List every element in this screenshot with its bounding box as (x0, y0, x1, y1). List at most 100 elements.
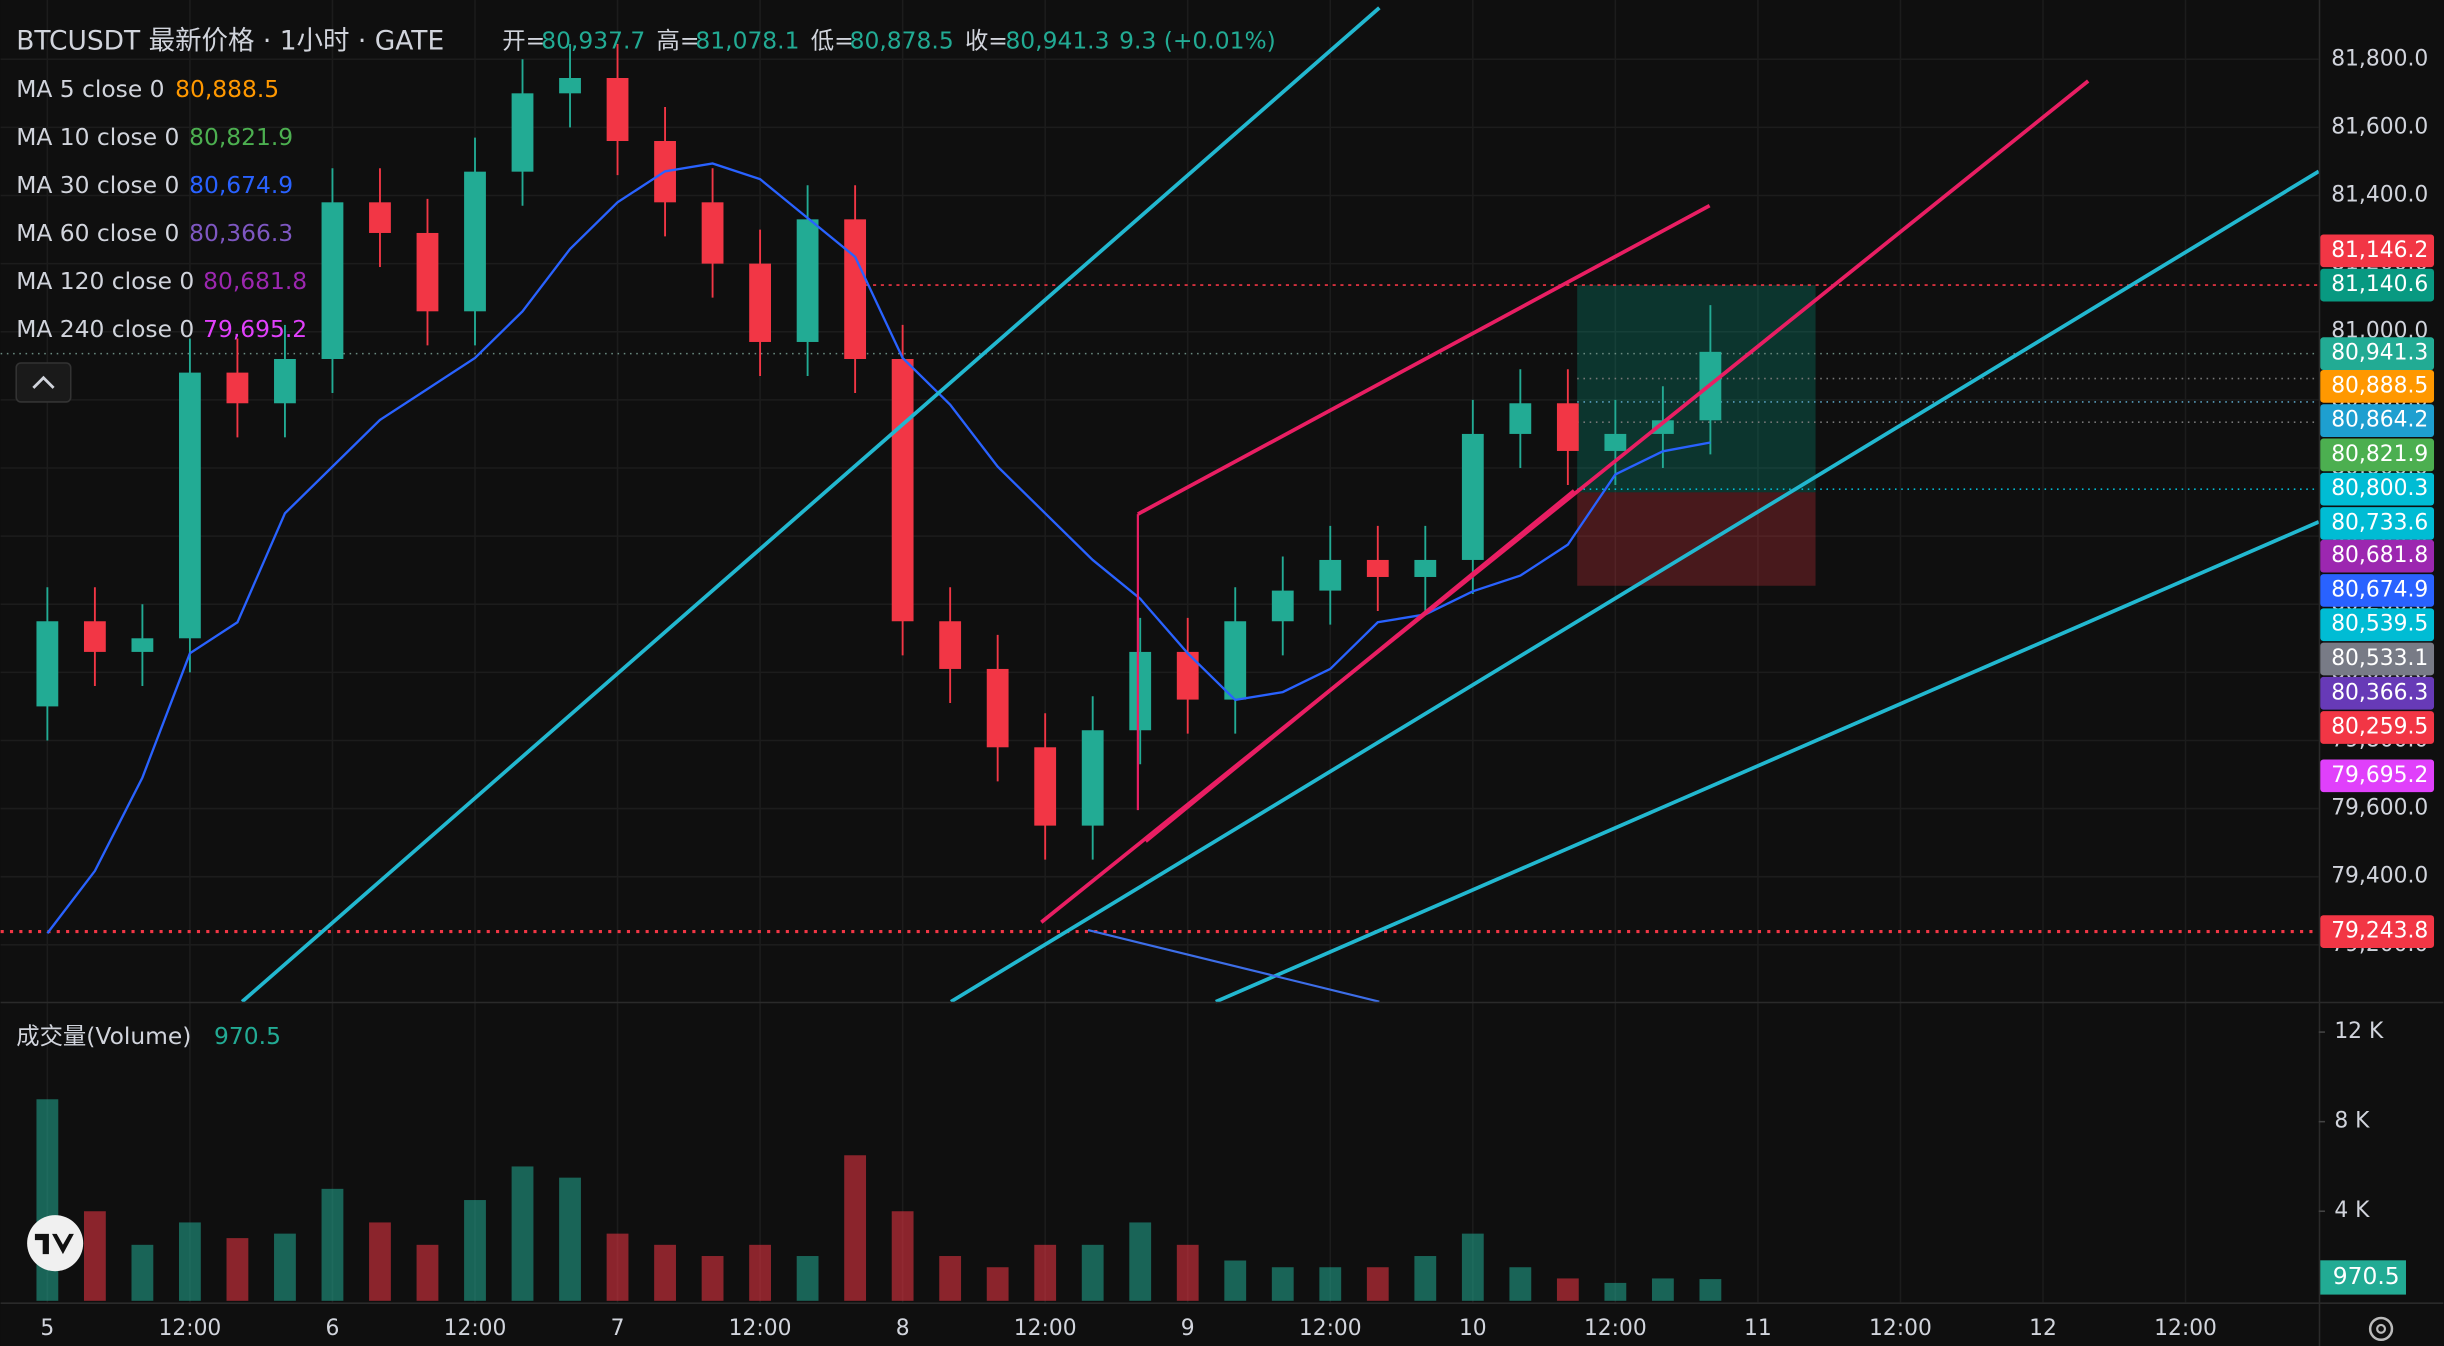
volume-bar (844, 1155, 867, 1301)
y-tick-label: 81,800.0 (2331, 46, 2428, 71)
collapse-button[interactable] (15, 362, 72, 403)
price-tag-text: 80,864.2 (2331, 408, 2428, 433)
x-tick-label: 5 (40, 1316, 54, 1341)
x-tick-label: 10 (1459, 1316, 1487, 1341)
y-tick-label: 79,600.0 (2331, 796, 2428, 821)
candle-body (274, 358, 296, 404)
close-value: 80,941.3 (1005, 27, 1109, 55)
open-value: 80,937.7 (541, 27, 645, 55)
ma-name: MA 5 close 0 (16, 75, 164, 103)
price-tag-text: 80,674.9 (2331, 577, 2428, 602)
candle-body (1414, 559, 1437, 577)
y2-tick-label: 12 K (2334, 1019, 2384, 1044)
ma-name: MA 60 close 0 (16, 219, 179, 247)
trend-line (240, 6, 1381, 1004)
y2-tick-label: 8 K (2334, 1109, 2370, 1134)
settings-icon-core (2376, 1323, 2387, 1334)
candle-body (559, 77, 581, 94)
price-tag (2320, 472, 2435, 506)
collapse-icon (32, 375, 55, 389)
volume-bar (1224, 1260, 1247, 1301)
ma-name: MA 30 close 0 (16, 171, 179, 199)
price-tag-text: 80,533.1 (2331, 646, 2428, 671)
candle-body (369, 202, 391, 233)
low-value: 80,878.5 (850, 27, 954, 55)
x-tick-label: 7 (611, 1316, 625, 1341)
price-tag (2320, 337, 2435, 370)
logo-mark (34, 1233, 74, 1255)
volume-bar (939, 1256, 962, 1301)
x-tick-label: 12:00 (444, 1316, 507, 1341)
volume-bar (1129, 1222, 1152, 1301)
candle-body (1651, 420, 1674, 434)
drawings (240, 6, 2320, 1004)
volume-bar (606, 1233, 629, 1301)
price-tag-text: 80,800.3 (2331, 476, 2428, 501)
loss-zone (1577, 492, 1816, 586)
volume-bar (416, 1244, 439, 1301)
price-tag (2320, 539, 2435, 573)
volume-bar (1414, 1256, 1437, 1301)
candle-body (226, 372, 249, 404)
price-tag-text: 80,821.9 (2331, 442, 2428, 467)
candle-body (1271, 590, 1294, 622)
volume-bar (511, 1166, 534, 1301)
volume-bar (1034, 1244, 1057, 1301)
volume-bar (701, 1256, 724, 1301)
price-tag-text: 79,695.2 (2331, 763, 2428, 788)
candle-body (1604, 433, 1627, 451)
ma-value: 80,821.9 (189, 123, 293, 151)
price-tag (2320, 759, 2435, 793)
volume-bar (131, 1244, 154, 1301)
volume-tag-text: 970.5 (2333, 1262, 2400, 1290)
price-tag (2320, 234, 2435, 268)
price-tag (2320, 574, 2435, 607)
volume-bar (654, 1244, 676, 1301)
volume-bar (1319, 1267, 1342, 1301)
price-tag-text: 80,888.5 (2331, 373, 2428, 398)
trend-line (1215, 520, 2320, 1004)
settings-icon[interactable] (2368, 1316, 2394, 1342)
price-tag-text: 80,259.5 (2331, 715, 2428, 740)
header: BTCUSDT 最新价格 · 1小时 · GATE 开= 80,937.7 高=… (16, 26, 1276, 57)
volume-bar (274, 1233, 296, 1301)
close-label: 收= (965, 27, 1008, 55)
price-tag (2320, 608, 2435, 642)
symbol: BTCUSDT 最新价格 · 1小时 · GATE (16, 26, 444, 57)
change: 9.3 (+0.01%) (1119, 27, 1276, 55)
price-tag-text: 81,140.6 (2331, 272, 2428, 297)
candle-body (606, 77, 629, 142)
high-value: 81,078.1 (695, 27, 799, 55)
logo[interactable] (27, 1215, 84, 1272)
x-tick-label: 11 (1744, 1316, 1772, 1341)
volume-bar (1176, 1244, 1199, 1301)
price-tag-text: 80,941.3 (2331, 341, 2428, 366)
ma-value: 80,674.9 (189, 171, 293, 199)
volume-tag (2320, 1260, 2406, 1295)
volume-bar (796, 1256, 819, 1301)
trend-line (949, 169, 2320, 1004)
y-tick-label: 81,400.0 (2331, 183, 2428, 208)
candle-body (1366, 559, 1389, 577)
candle-body (511, 93, 534, 172)
y-tick-label: 79,400.0 (2331, 864, 2428, 889)
x-tick-label: 8 (896, 1316, 910, 1341)
price-tag (2320, 404, 2435, 437)
candle-body (1176, 651, 1199, 700)
volume-bar (891, 1211, 914, 1301)
ma-name: MA 120 close 0 (16, 267, 194, 295)
candle-body (1224, 621, 1247, 700)
ma-line (46, 162, 1711, 934)
candle-body (1034, 747, 1057, 826)
y2-tick-label: 4 K (2334, 1198, 2370, 1223)
volume-title: 成交量(Volume) (16, 1022, 191, 1050)
ma-value: 80,366.3 (189, 219, 293, 247)
trend-line (1136, 203, 1711, 516)
candle-body (179, 372, 201, 639)
candle-body (1461, 433, 1484, 560)
volume-bar (321, 1188, 344, 1301)
volume-bar (1651, 1278, 1674, 1301)
y-tick-label: 81,600.0 (2331, 114, 2428, 139)
